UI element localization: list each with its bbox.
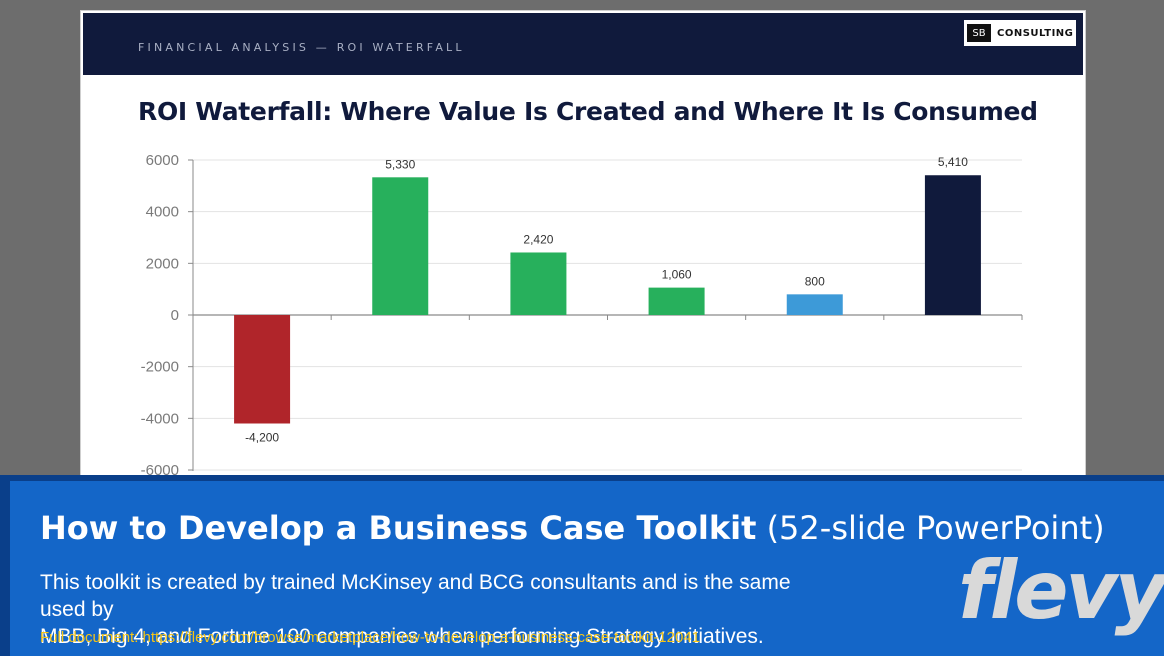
y-tick-label: -2000: [141, 359, 179, 376]
consulting-logo: SB CONSULTING: [963, 19, 1077, 47]
full-document-link[interactable]: Full document: https://flevy.com/browse/…: [40, 629, 701, 646]
slide-header: FINANCIAL ANALYSIS — ROI WATERFALL SB CO…: [83, 13, 1083, 75]
bar: [786, 294, 843, 315]
banner-description-line-1: This toolkit is created by trained McKin…: [40, 571, 791, 621]
bar: [234, 315, 291, 424]
data-label: 1,060: [662, 268, 692, 282]
logo-text: CONSULTING: [997, 27, 1074, 39]
bar: [372, 177, 429, 315]
y-tick-label: -4000: [141, 410, 179, 427]
y-tick-label: -6000: [141, 462, 179, 479]
promo-banner: How to Develop a Business Case Toolkit (…: [0, 475, 1164, 656]
y-tick-label: 2000: [146, 255, 179, 272]
banner-title: How to Develop a Business Case Toolkit (…: [40, 509, 1105, 547]
y-tick-label: 4000: [146, 204, 179, 221]
data-label: -4,200: [245, 431, 279, 445]
y-tick-label: 6000: [146, 152, 179, 169]
promo-banner-panel: How to Develop a Business Case Toolkit (…: [10, 481, 1164, 656]
data-label: 2,420: [523, 232, 553, 246]
banner-description-line-2: MBB, Big 4, and Fortune 100 companies wh…: [40, 625, 764, 648]
banner-title-sub: (52-slide PowerPoint): [756, 509, 1105, 547]
section-label: FINANCIAL ANALYSIS — ROI WATERFALL: [138, 41, 465, 54]
roi-waterfall-chart: 6000 4000 2000 0 -2000 -4000 -6000 -4,200 5,330 2…: [141, 152, 1023, 479]
banner-title-main: How to Develop a Business Case Toolkit: [40, 509, 757, 547]
chart-grid: [193, 159, 1022, 471]
chart-axes: [188, 159, 1023, 471]
chart-labels: 6000 4000 2000 0 -2000 -4000 -6000 -4,200 5,330 2…: [141, 152, 969, 479]
flevy-logo: flevy: [958, 544, 1164, 637]
slide: FINANCIAL ANALYSIS — ROI WATERFALL SB CO…: [80, 10, 1086, 482]
bar: [924, 175, 981, 315]
bar: [648, 287, 705, 315]
data-label: 800: [805, 274, 825, 288]
data-label: 5,330: [385, 157, 415, 171]
logo-mark: SB: [967, 24, 991, 42]
banner-description: This toolkit is created by trained McKin…: [40, 569, 840, 650]
slide-title: ROI Waterfall: Where Value Is Created an…: [138, 97, 1038, 126]
data-label: 5,410: [938, 155, 968, 169]
chart-bars: [234, 175, 981, 424]
bar: [510, 252, 567, 315]
y-tick-label: 0: [171, 307, 179, 324]
